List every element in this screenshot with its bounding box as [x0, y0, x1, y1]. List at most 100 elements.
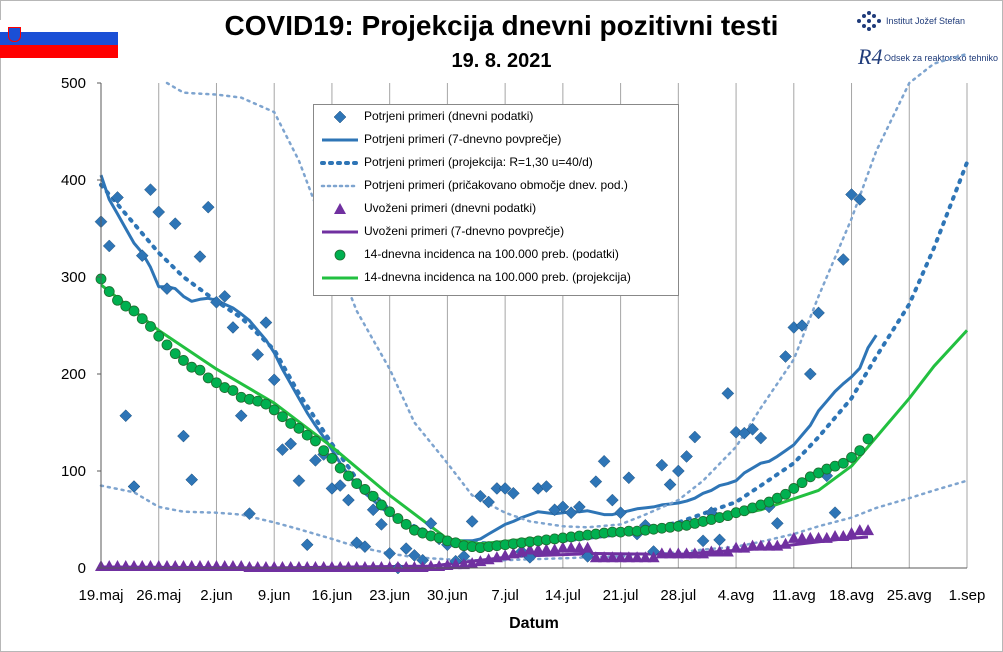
- data-point: [680, 450, 693, 463]
- data-point: [310, 435, 321, 447]
- data-point: [185, 473, 199, 487]
- x-tick-label: 18.avg: [829, 587, 874, 604]
- data-point: [259, 561, 272, 572]
- data-point: [581, 550, 594, 563]
- x-tick-label: 28.jul: [660, 587, 696, 604]
- data-point: [449, 558, 462, 570]
- coat-of-arms-icon: [8, 27, 21, 42]
- data-point: [276, 561, 289, 572]
- data-point: [862, 433, 874, 445]
- data-point: [746, 539, 759, 551]
- x-tick-label: 11.avg: [772, 587, 816, 604]
- data-point: [102, 239, 116, 253]
- data-point: [392, 513, 404, 524]
- data-point: [342, 561, 355, 572]
- data-point: [351, 478, 363, 490]
- legend-item-projection: Potrjeni primeri (projekcija: R=1,30 u=4…: [314, 151, 678, 174]
- data-point: [358, 540, 372, 554]
- legend-item-7day-avg: Potrjeni primeri (7-dnevno povprečje): [314, 128, 678, 151]
- data-point: [135, 249, 149, 263]
- data-point: [400, 561, 413, 572]
- data-point: [400, 518, 412, 530]
- data-point: [465, 515, 479, 528]
- chart-title: COVID19: Projekcija dnevni pozitivni tes…: [224, 10, 779, 41]
- data-point: [243, 507, 256, 521]
- series-line: [99, 174, 878, 543]
- data-point: [812, 306, 825, 320]
- data-point: [779, 537, 792, 549]
- x-tick-label: 30.jun: [427, 587, 468, 604]
- data-point: [845, 188, 858, 201]
- data-point: [153, 330, 165, 342]
- data-point: [639, 551, 652, 563]
- x-tick-label: 9.jun: [258, 587, 291, 604]
- y-tick-label: 300: [61, 269, 86, 286]
- y-tick-label: 100: [61, 463, 86, 480]
- data-point: [845, 527, 858, 539]
- data-point: [384, 506, 396, 518]
- data-point: [325, 561, 338, 572]
- data-point: [589, 551, 602, 563]
- data-point: [663, 478, 677, 491]
- data-point: [540, 543, 553, 555]
- legend-item-incidence-data: 14-dnevna incidenca na 100.000 preb. (po…: [314, 243, 678, 266]
- data-point: [260, 398, 272, 410]
- y-tick-label: 400: [61, 172, 86, 189]
- data-point: [144, 183, 157, 197]
- data-point: [127, 480, 141, 493]
- data-point: [853, 193, 867, 206]
- data-point: [688, 547, 701, 559]
- data-point: [218, 290, 232, 303]
- data-point: [532, 543, 545, 555]
- data-point: [334, 561, 347, 572]
- data-point: [326, 452, 338, 464]
- data-point: [169, 348, 181, 360]
- r4-logo: R4: [858, 44, 883, 69]
- data-point: [605, 493, 619, 507]
- data-point: [128, 305, 140, 317]
- data-point: [350, 561, 363, 572]
- data-point: [655, 458, 669, 472]
- data-point: [343, 470, 354, 482]
- data-point: [227, 385, 239, 396]
- data-point: [285, 418, 297, 429]
- data-point: [614, 506, 627, 520]
- data-point: [721, 387, 735, 400]
- data-point: [317, 561, 330, 572]
- data-point: [358, 561, 371, 572]
- institute-logo: Institut Jožef Stefan R4 Odsek za reakto…: [856, 6, 999, 70]
- data-point: [292, 561, 305, 572]
- data-point: [268, 561, 281, 572]
- data-point: [564, 506, 578, 520]
- data-point: [119, 409, 133, 423]
- x-tick-label: 2.jun: [200, 587, 233, 604]
- legend-label: Potrjeni primeri (dnevni podatki): [364, 109, 534, 123]
- legend-label: Uvoženi primeri (dnevni podatki): [364, 201, 537, 215]
- data-point: [259, 316, 273, 329]
- data-point: [655, 547, 668, 559]
- data-point: [746, 422, 759, 436]
- y-tick-label: 200: [61, 366, 86, 383]
- data-point: [787, 531, 800, 543]
- data-point: [111, 191, 124, 204]
- data-point: [788, 483, 800, 494]
- data-point: [399, 542, 413, 555]
- data-point: [474, 489, 487, 503]
- data-point: [152, 205, 166, 219]
- data-point: [622, 471, 636, 485]
- x-tick-label: 21.jul: [603, 587, 639, 604]
- department-name: Odsek za reaktorsko tehniko: [884, 53, 999, 63]
- data-point: [598, 551, 611, 563]
- data-point: [837, 457, 849, 469]
- data-point: [292, 474, 306, 488]
- data-point: [342, 493, 355, 507]
- data-point: [846, 452, 857, 463]
- data-point: [671, 464, 685, 478]
- legend-label: Uvoženi primeri (7-dnevno povprečje): [364, 224, 565, 238]
- series-line: [165, 52, 969, 529]
- data-point: [540, 480, 553, 493]
- legend-item-imported-daily: Uvoženi primeri (dnevni podatki): [314, 197, 678, 220]
- data-point: [267, 373, 281, 387]
- data-point: [754, 539, 767, 551]
- x-tick-label: 7.jul: [491, 587, 519, 604]
